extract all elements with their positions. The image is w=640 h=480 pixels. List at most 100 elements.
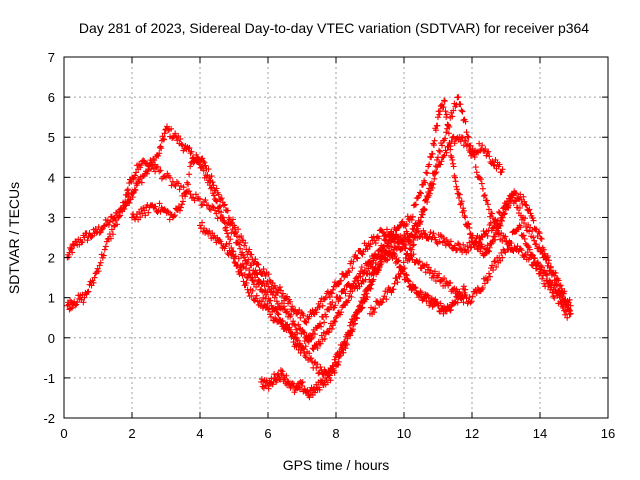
data-point: [434, 122, 441, 129]
data-point: [287, 329, 294, 336]
data-point: [154, 163, 161, 170]
data-point: [473, 169, 480, 176]
data-point: [185, 145, 192, 152]
data-point: [423, 196, 430, 203]
data-point: [133, 169, 140, 176]
data-point: [440, 235, 447, 242]
data-point: [439, 142, 446, 149]
data-point: [419, 211, 426, 218]
data-point: [449, 134, 456, 141]
data-point: [280, 303, 287, 310]
data-point: [166, 216, 173, 223]
data-point: [228, 251, 235, 258]
data-point: [416, 221, 423, 228]
data-point: [556, 289, 563, 296]
data-point: [335, 358, 342, 365]
data-point: [132, 172, 139, 179]
data-point: [440, 104, 447, 111]
data-point: [350, 321, 357, 328]
data-point: [242, 239, 249, 246]
data-point: [477, 176, 484, 183]
data-point: [454, 299, 461, 306]
data-point: [310, 310, 317, 317]
data-point: [209, 203, 216, 210]
data-point: [239, 249, 246, 256]
data-point: [338, 346, 345, 353]
data-point: [149, 162, 156, 169]
data-point: [460, 207, 467, 214]
data-point: [239, 261, 246, 268]
data-point: [161, 130, 168, 137]
data-point: [419, 234, 426, 241]
data-point: [515, 194, 522, 201]
data-point: [487, 213, 494, 220]
data-point: [309, 307, 316, 314]
data-point: [435, 114, 441, 121]
data-point: [302, 318, 309, 325]
data-point: [533, 259, 540, 266]
data-point: [375, 235, 382, 242]
data-point: [359, 304, 366, 311]
data-point: [433, 169, 440, 176]
data-point: [124, 187, 131, 194]
data-point: [350, 326, 356, 333]
data-point: [418, 190, 424, 197]
data-point: [384, 257, 390, 264]
data-point: [447, 152, 454, 159]
data-point: [442, 108, 449, 115]
data-point: [425, 293, 432, 300]
data-point: [481, 280, 488, 287]
data-point: [187, 163, 194, 170]
data-point: [448, 154, 455, 161]
data-point: [233, 229, 240, 236]
y-tick-label: 4: [48, 170, 55, 185]
data-point: [478, 180, 485, 187]
data-point: [284, 293, 291, 300]
data-point: [431, 137, 438, 144]
data-point: [471, 243, 478, 250]
data-point: [327, 377, 334, 384]
data-point: [209, 179, 216, 186]
data-point: [80, 299, 87, 306]
data-point: [121, 202, 128, 209]
data-point: [405, 278, 412, 285]
data-point: [278, 370, 285, 377]
data-point: [462, 214, 469, 221]
data-point: [464, 133, 471, 140]
data-point: [421, 205, 428, 212]
data-point: [289, 380, 296, 387]
data-point: [381, 293, 388, 300]
data-point: [329, 322, 336, 329]
data-point: [544, 262, 551, 269]
data-point: [567, 310, 574, 317]
data-point: [414, 225, 421, 232]
data-point: [513, 190, 520, 197]
data-point: [390, 286, 397, 293]
data-point: [410, 241, 417, 248]
data-point: [178, 141, 185, 148]
y-axis-label: SDTVAR / TECUs: [6, 182, 22, 294]
y-tick-label: 3: [48, 210, 55, 225]
data-point: [521, 220, 528, 227]
data-point: [508, 239, 515, 246]
data-point: [457, 201, 464, 208]
data-point: [332, 302, 339, 309]
data-point: [415, 219, 422, 226]
data-point: [268, 375, 275, 382]
data-point: [328, 369, 335, 376]
data-point: [274, 310, 281, 317]
data-point: [433, 156, 440, 163]
data-point: [220, 202, 227, 209]
data-point: [524, 242, 531, 249]
data-point: [324, 328, 331, 335]
data-point: [442, 135, 449, 142]
data-point: [446, 123, 453, 130]
data-point: [373, 271, 380, 278]
data-point: [459, 293, 466, 300]
data-point: [168, 125, 175, 132]
data-point: [115, 214, 122, 221]
data-point: [483, 152, 490, 159]
data-point: [481, 231, 488, 238]
data-point: [214, 215, 221, 222]
